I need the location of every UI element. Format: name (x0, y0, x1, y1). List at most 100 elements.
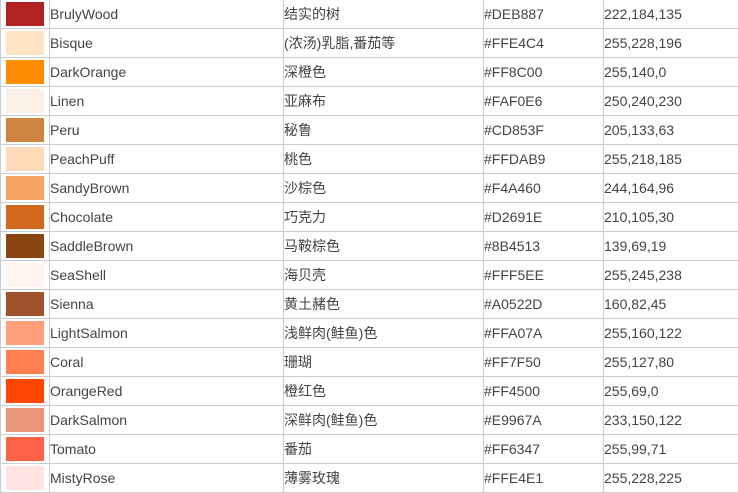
color-rgb-value: 255,69,0 (603, 376, 738, 406)
color-swatch (6, 147, 44, 171)
color-swatch (6, 321, 44, 345)
color-swatch-cell (0, 289, 50, 319)
color-swatch (6, 263, 44, 287)
color-name-english: DarkSalmon (49, 405, 284, 435)
table-row: LightSalmon 浅鲜肉(鲑鱼)色 #FFA07A 255,160,122 (0, 318, 738, 348)
color-name-chinese: (浓汤)乳脂,番茄等 (283, 28, 484, 58)
color-rgb-value: 139,69,19 (603, 231, 738, 261)
color-hex-value: #D2691E (483, 202, 604, 232)
color-swatch-cell (0, 434, 50, 464)
color-swatch (6, 408, 44, 432)
color-swatch (6, 379, 44, 403)
color-hex-value: #FAF0E6 (483, 86, 604, 116)
color-name-chinese: 深橙色 (283, 57, 484, 87)
color-swatch (6, 89, 44, 113)
color-name-english: Sienna (49, 289, 284, 319)
color-swatch-cell (0, 202, 50, 232)
color-swatch-cell (0, 57, 50, 87)
color-swatch-cell (0, 144, 50, 174)
color-hex-value: #FFF5EE (483, 260, 604, 290)
color-name-english: Linen (49, 86, 284, 116)
color-name-chinese: 沙棕色 (283, 173, 484, 203)
color-rgb-value: 255,160,122 (603, 318, 738, 348)
color-name-english: SeaShell (49, 260, 284, 290)
color-swatch-cell (0, 318, 50, 348)
color-rgb-value: 255,127,80 (603, 347, 738, 377)
color-hex-value: #FF4500 (483, 376, 604, 406)
color-swatch (6, 31, 44, 55)
color-hex-value: #A0522D (483, 289, 604, 319)
color-name-chinese: 薄雾玫瑰 (283, 463, 484, 493)
table-row: SandyBrown 沙棕色 #F4A460 244,164,96 (0, 173, 738, 203)
color-hex-value: #FFE4C4 (483, 28, 604, 58)
color-swatch (6, 176, 44, 200)
color-swatch (6, 350, 44, 374)
color-rgb-value: 255,140,0 (603, 57, 738, 87)
table-row: Coral 珊瑚 #FF7F50 255,127,80 (0, 347, 738, 377)
color-swatch-cell (0, 28, 50, 58)
color-name-english: PeachPuff (49, 144, 284, 174)
color-hex-value: #F4A460 (483, 173, 604, 203)
color-hex-value: #FF6347 (483, 434, 604, 464)
color-swatch-cell (0, 376, 50, 406)
color-hex-value: #FFDAB9 (483, 144, 604, 174)
table-row: Tomato 番茄 #FF6347 255,99,71 (0, 434, 738, 464)
table-row: DarkOrange 深橙色 #FF8C00 255,140,0 (0, 57, 738, 87)
color-name-english: DarkOrange (49, 57, 284, 87)
table-row: Peru 秘鲁 #CD853F 205,133,63 (0, 115, 738, 145)
color-name-chinese: 橙红色 (283, 376, 484, 406)
color-name-chinese: 番茄 (283, 434, 484, 464)
color-hex-value: #DEB887 (483, 0, 604, 29)
color-name-english: SandyBrown (49, 173, 284, 203)
color-name-english: Coral (49, 347, 284, 377)
color-rgb-value: 255,228,196 (603, 28, 738, 58)
color-name-chinese: 珊瑚 (283, 347, 484, 377)
color-swatch-cell (0, 86, 50, 116)
color-name-english: LightSalmon (49, 318, 284, 348)
color-name-english: Chocolate (49, 202, 284, 232)
table-row: Sienna 黄土赭色 #A0522D 160,82,45 (0, 289, 738, 319)
color-name-chinese: 马鞍棕色 (283, 231, 484, 261)
color-name-chinese: 海贝壳 (283, 260, 484, 290)
table-row: MistyRose 薄雾玫瑰 #FFE4E1 255,228,225 (0, 463, 738, 493)
color-hex-value: #E9967A (483, 405, 604, 435)
color-name-english: BrulyWood (49, 0, 284, 29)
color-swatch-cell (0, 463, 50, 493)
color-swatch (6, 60, 44, 84)
color-hex-value: #FFE4E1 (483, 463, 604, 493)
color-name-english: Bisque (49, 28, 284, 58)
color-rgb-value: 255,218,185 (603, 144, 738, 174)
color-swatch (6, 466, 44, 490)
color-name-chinese: 结实的树 (283, 0, 484, 29)
color-rgb-value: 250,240,230 (603, 86, 738, 116)
color-swatch-cell (0, 231, 50, 261)
color-name-chinese: 桃色 (283, 144, 484, 174)
color-rgb-value: 255,245,238 (603, 260, 738, 290)
color-name-chinese: 深鲜肉(鲑鱼)色 (283, 405, 484, 435)
table-row: BrulyWood 结实的树 #DEB887 222,184,135 (0, 0, 738, 29)
color-rgb-value: 160,82,45 (603, 289, 738, 319)
color-hex-value: #CD853F (483, 115, 604, 145)
color-rgb-value: 255,99,71 (603, 434, 738, 464)
color-name-english: MistyRose (49, 463, 284, 493)
table-row: SaddleBrown 马鞍棕色 #8B4513 139,69,19 (0, 231, 738, 261)
color-swatch-cell (0, 405, 50, 435)
color-rgb-value: 244,164,96 (603, 173, 738, 203)
color-name-english: OrangeRed (49, 376, 284, 406)
table-row: Bisque (浓汤)乳脂,番茄等 #FFE4C4 255,228,196 (0, 28, 738, 58)
table-row: Chocolate 巧克力 #D2691E 210,105,30 (0, 202, 738, 232)
color-swatch-cell (0, 115, 50, 145)
table-row: SeaShell 海贝壳 #FFF5EE 255,245,238 (0, 260, 738, 290)
color-name-chinese: 秘鲁 (283, 115, 484, 145)
color-rgb-value: 222,184,135 (603, 0, 738, 29)
color-name-chinese: 浅鲜肉(鲑鱼)色 (283, 318, 484, 348)
color-rgb-value: 255,228,225 (603, 463, 738, 493)
table-row: OrangeRed 橙红色 #FF4500 255,69,0 (0, 376, 738, 406)
color-name-chinese: 亚麻布 (283, 86, 484, 116)
color-swatch-cell (0, 173, 50, 203)
color-rgb-value: 205,133,63 (603, 115, 738, 145)
color-name-english: Peru (49, 115, 284, 145)
color-swatch (6, 118, 44, 142)
